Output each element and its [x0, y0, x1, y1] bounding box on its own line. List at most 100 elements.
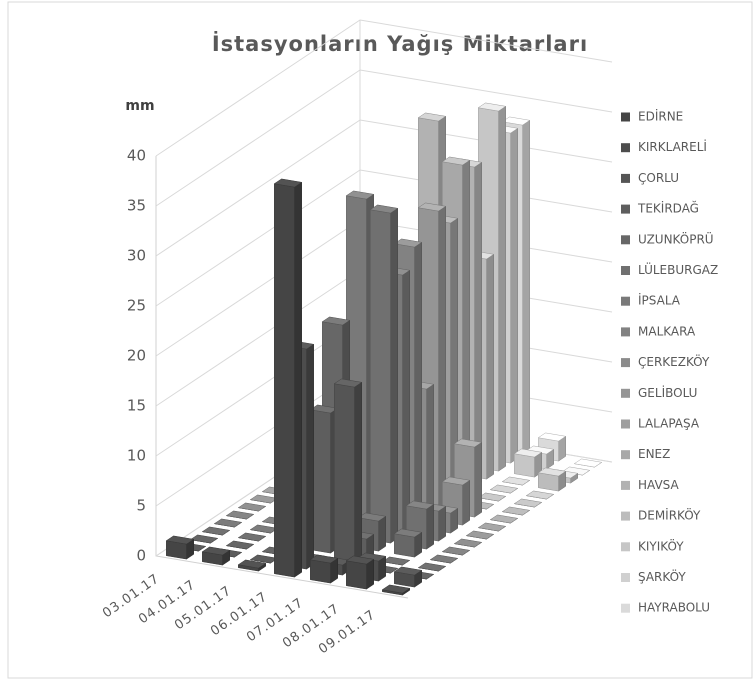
legend-label: ŞARKÖY: [638, 568, 686, 584]
bar-side: [402, 269, 410, 536]
bar: [465, 530, 495, 540]
legend-label: ENEZ: [638, 447, 670, 461]
legend-swatch: [621, 419, 630, 429]
bar-top: [357, 512, 387, 522]
legend-label: TEKİRDAĞ: [637, 201, 699, 216]
bar-front: [274, 183, 295, 578]
bar-side: [438, 505, 446, 542]
bar-top: [393, 566, 423, 576]
bar-side: [414, 241, 422, 528]
bar-top: [201, 546, 231, 556]
legend-label: KIYIKÖY: [638, 537, 684, 553]
bar-top: [573, 458, 603, 468]
bar: [477, 492, 507, 502]
bar: [309, 404, 339, 554]
bar: [513, 448, 543, 478]
bar-side: [426, 503, 434, 550]
bar-top: [273, 178, 303, 188]
bar-top: [189, 534, 219, 544]
bar: [201, 526, 231, 536]
bar-top: [225, 510, 255, 520]
bar: [429, 554, 459, 564]
bar-top: [513, 448, 543, 458]
bar: [453, 538, 483, 548]
bar-top: [537, 467, 567, 477]
bar-top: [477, 522, 507, 532]
bar-side: [390, 207, 398, 544]
bar: [489, 514, 519, 524]
bar-top: [489, 514, 519, 524]
bar-front: [346, 560, 367, 590]
legend-label: LÜLEBURGAZ: [638, 261, 718, 277]
bar-top: [381, 556, 411, 566]
bar-top: [381, 584, 411, 594]
y-axis-label: mm: [125, 98, 154, 114]
legend-label: HAYRABOLU: [638, 601, 710, 615]
bar-top: [393, 238, 423, 248]
bar-top: [309, 554, 339, 564]
legend-label: GELİBOLU: [638, 385, 697, 400]
bar: [213, 518, 243, 528]
legend-label: İPSALA: [638, 293, 681, 308]
bar-top: [513, 498, 543, 508]
y-tick-label: 35: [127, 197, 146, 215]
bar-top: [453, 438, 483, 448]
legend-swatch: [621, 327, 630, 337]
bar-top: [201, 526, 231, 536]
bar-front: [394, 533, 415, 558]
legend-swatch: [621, 235, 630, 245]
legend-label: LALAPAŞA: [638, 417, 700, 431]
bar-top: [369, 204, 399, 214]
bar-top: [321, 316, 351, 326]
legend-label: EDİRNE: [638, 109, 683, 124]
bar-side: [498, 105, 506, 472]
bar-top: [525, 490, 555, 500]
legend-label: KIRKLARELİ: [638, 139, 707, 154]
y-tick-label: 5: [136, 497, 146, 515]
legend-label: MALKARA: [638, 324, 696, 338]
legend-swatch: [621, 511, 630, 521]
bar: [225, 540, 255, 550]
bar-front: [334, 383, 355, 568]
y-tick-label: 15: [127, 397, 146, 415]
bar-top: [393, 528, 423, 538]
bar-side: [438, 205, 446, 512]
bar: [189, 534, 219, 544]
bar-top: [501, 116, 531, 126]
bar: [237, 532, 267, 542]
bar: [225, 510, 255, 520]
bar: [417, 562, 447, 572]
bar-top: [225, 540, 255, 550]
grid-line: [155, 69, 613, 207]
bar-side: [462, 479, 470, 526]
legend-swatch: [621, 480, 630, 490]
bar-side: [426, 383, 434, 520]
bar-front: [370, 209, 391, 544]
bar-top: [417, 112, 447, 122]
bar-top: [441, 546, 471, 556]
bar: [489, 484, 519, 494]
bar-top: [477, 492, 507, 502]
bar: [273, 178, 303, 578]
bar-side: [522, 119, 530, 456]
bar-top: [501, 506, 531, 516]
bar-front: [310, 559, 331, 584]
bar-top: [489, 484, 519, 494]
bar-top: [429, 554, 459, 564]
bar: [201, 546, 231, 566]
legend-label: DEMİRKÖY: [638, 507, 701, 523]
bar: [165, 535, 195, 560]
legend-swatch: [621, 112, 630, 122]
bar-top: [465, 530, 495, 540]
bar-side: [306, 343, 314, 570]
y-tick-label: 20: [127, 347, 146, 365]
bar: [477, 522, 507, 532]
bar-top: [345, 555, 375, 565]
legend-swatch: [621, 173, 630, 183]
bar-top: [165, 535, 195, 545]
bar-side: [486, 253, 494, 480]
legend-swatch: [621, 542, 630, 552]
legend-swatch: [621, 603, 630, 613]
legend-label: ÇORLU: [638, 171, 679, 185]
